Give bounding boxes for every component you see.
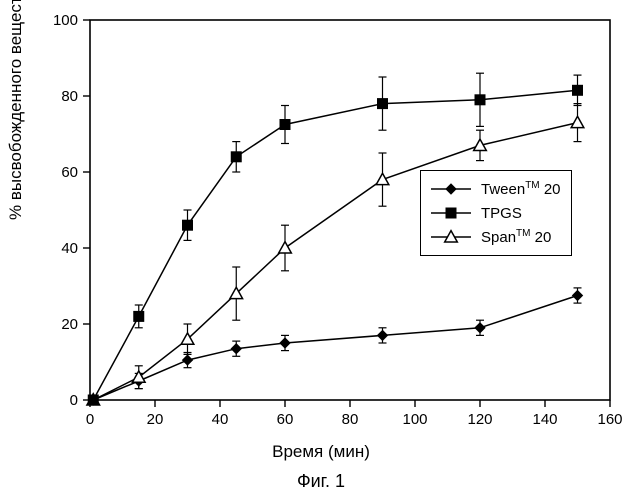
legend-item: SpanTM 20 — [429, 225, 561, 249]
legend-marker-icon — [429, 179, 473, 199]
legend: TweenTM 20 TPGS SpanTM 20 — [420, 170, 572, 256]
chart-container: { "chart": { "type": "line-scatter-error… — [0, 0, 642, 500]
svg-text:40: 40 — [212, 411, 229, 428]
legend-marker-icon — [429, 227, 473, 247]
svg-text:60: 60 — [61, 164, 78, 181]
svg-text:100: 100 — [402, 411, 427, 428]
svg-text:40: 40 — [61, 240, 78, 257]
svg-text:80: 80 — [61, 88, 78, 105]
svg-text:20: 20 — [147, 411, 164, 428]
svg-text:80: 80 — [342, 411, 359, 428]
svg-text:0: 0 — [86, 411, 94, 428]
x-axis-label: Время (мин) — [0, 442, 642, 462]
svg-text:120: 120 — [467, 411, 492, 428]
svg-text:60: 60 — [277, 411, 294, 428]
svg-text:20: 20 — [61, 316, 78, 333]
legend-label: SpanTM 20 — [481, 228, 551, 246]
svg-text:0: 0 — [70, 392, 78, 409]
y-axis-label: % высвобожденного вещества — [6, 0, 26, 220]
legend-marker-icon — [429, 203, 473, 223]
svg-text:100: 100 — [53, 12, 78, 29]
legend-label: TPGS — [481, 205, 522, 222]
svg-text:140: 140 — [532, 411, 557, 428]
legend-item: TPGS — [429, 201, 561, 225]
legend-item: TweenTM 20 — [429, 177, 561, 201]
legend-label: TweenTM 20 — [481, 180, 561, 198]
figure-caption: Фиг. 1 — [0, 471, 642, 492]
svg-text:160: 160 — [597, 411, 622, 428]
